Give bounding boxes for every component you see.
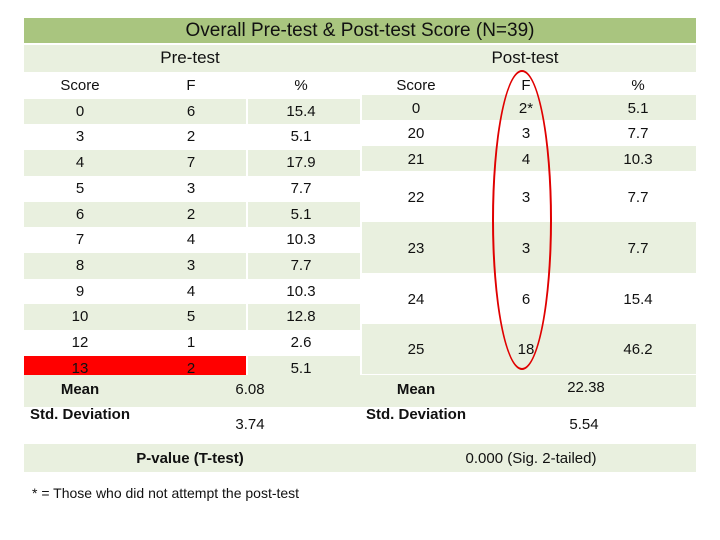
- pre-mean-value: 6.08: [235, 381, 265, 398]
- post-cell: 21: [407, 150, 425, 168]
- pre-cell: 4: [186, 282, 196, 300]
- pre-cell: 13: [71, 359, 89, 377]
- red-circle-annotation: [492, 70, 552, 370]
- pre-cell: 1: [186, 334, 196, 351]
- pre-cell: 6: [186, 102, 196, 120]
- pre-sd-value: 3.74: [235, 416, 265, 433]
- post-mean-label: Mean: [396, 381, 436, 398]
- pre-cell: 10.3: [286, 282, 316, 300]
- row-stripe: [24, 252, 360, 279]
- post-test-label: Post-test: [491, 48, 559, 67]
- row-stripe: [24, 150, 360, 176]
- summary-stripe: [24, 444, 696, 472]
- pre-mean-label: Mean: [60, 381, 100, 398]
- pre-header-2: %: [294, 77, 308, 94]
- pre-header-0: Score: [60, 77, 100, 94]
- pre-cell: 10.3: [286, 231, 316, 249]
- pre-cell: 3: [75, 128, 85, 146]
- pre-cell: 7.7: [290, 179, 312, 197]
- column-separator: [360, 73, 362, 375]
- row-stripe: [24, 201, 360, 228]
- summary-stripe: [24, 375, 696, 407]
- post-cell: 7.7: [627, 239, 649, 257]
- post-cell: 5.1: [627, 99, 649, 117]
- post-header-2: %: [631, 77, 645, 94]
- post-sd-value: 5.54: [569, 416, 599, 433]
- post-cell: 15.4: [623, 290, 653, 308]
- pre-cell: 5.1: [290, 128, 312, 146]
- pre-cell: 17.9: [286, 154, 316, 172]
- pre-cell: 3: [186, 179, 196, 197]
- post-cell: 22: [407, 188, 425, 206]
- pre-cell: 2: [186, 205, 196, 223]
- pvalue-label: P-value (T-test): [136, 450, 244, 467]
- pre-test-label: Pre-test: [160, 48, 220, 67]
- pre-cell: 4: [186, 231, 196, 249]
- table-title: Overall Pre-test & Post-test Score (N=39…: [185, 20, 535, 41]
- pre-cell: 12: [71, 334, 89, 351]
- pre-cell: 8: [75, 256, 85, 274]
- post-cell: 0: [411, 99, 421, 117]
- post-header-0: Score: [396, 77, 436, 94]
- title-bar: Overall Pre-test & Post-test Score (N=39…: [24, 18, 696, 43]
- post-mean-value: 22.38: [567, 379, 605, 396]
- post-cell: 25: [407, 341, 425, 358]
- pre-cell: 5.1: [290, 205, 312, 223]
- pre-cell: 7.7: [290, 256, 312, 274]
- pre-cell: 7: [186, 154, 196, 172]
- pre-cell: 4: [75, 154, 85, 172]
- row-stripe: [24, 98, 360, 125]
- group-header-bar: [24, 45, 696, 72]
- pre-cell: 7: [75, 231, 85, 249]
- post-cell: 24: [407, 290, 425, 308]
- pre-sd-label: Std. Deviation: [29, 406, 130, 423]
- post-cell: 7.7: [627, 125, 649, 142]
- pre-cell: 12.8: [286, 308, 316, 326]
- post-cell: 23: [407, 239, 425, 257]
- post-sd-label: Std. Deviation: [365, 406, 466, 423]
- post-cell: 46.2: [623, 341, 653, 358]
- pre-cell: 5: [75, 179, 85, 197]
- pre-cell: 9: [75, 282, 85, 300]
- row-stripe: [24, 304, 360, 330]
- pre-cell: 2.6: [290, 334, 312, 351]
- pre-cell: 0: [75, 102, 85, 120]
- pre-cell: 2: [186, 128, 196, 146]
- pre-cell: 6: [75, 205, 85, 223]
- pre-header-1: F: [186, 77, 196, 94]
- pvalue-value: 0.000 (Sig. 2-tailed): [465, 450, 597, 467]
- footnote: * = Those who did not attempt the post-t…: [32, 485, 300, 501]
- post-cell: 10.3: [623, 150, 653, 168]
- pre-cell: 5: [186, 308, 196, 326]
- pre-cell: 3: [186, 256, 196, 274]
- pre-cell: 10: [71, 308, 89, 326]
- pre-cell: 15.4: [286, 102, 316, 120]
- post-cell: 7.7: [627, 188, 649, 206]
- column-separator: [246, 73, 248, 375]
- post-cell: 20: [407, 125, 425, 142]
- pre-cell: 5.1: [290, 359, 312, 377]
- pre-cell: 2: [186, 359, 196, 377]
